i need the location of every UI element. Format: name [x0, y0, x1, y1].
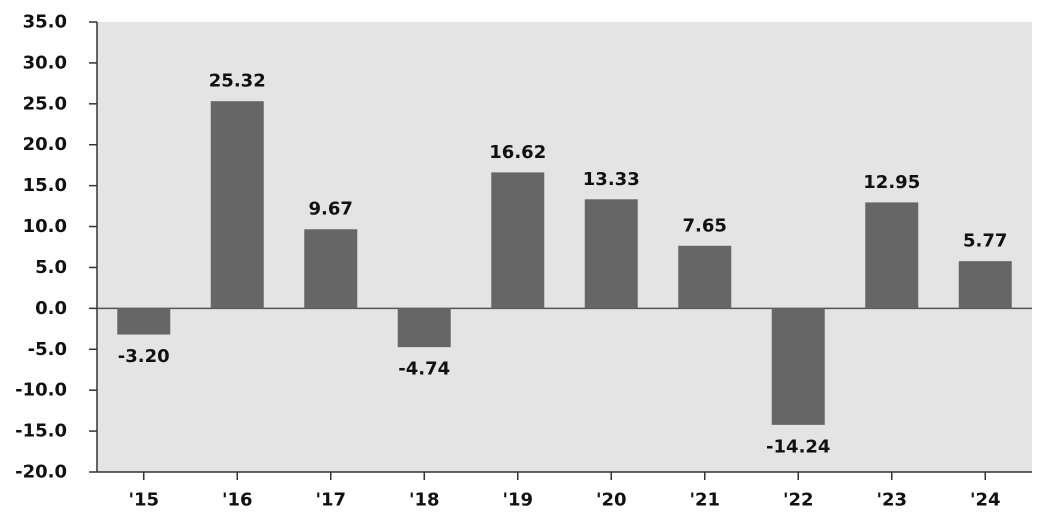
bars [117, 101, 1012, 425]
bar-value-label: 13.33 [583, 169, 640, 190]
x-tick-label: '24 [970, 490, 1001, 511]
y-tick-label: 30.0 [23, 52, 67, 73]
y-tick-label: 5.0 [35, 257, 67, 278]
bar [117, 308, 171, 335]
y-tick-label: -5.0 [28, 339, 67, 360]
x-tick-label: '23 [876, 490, 907, 511]
y-tick-label: -15.0 [15, 421, 67, 442]
bar [865, 202, 919, 309]
bar-value-label: 7.65 [683, 215, 727, 236]
bar-value-label: 5.77 [963, 231, 1007, 252]
x-tick-label: '19 [502, 490, 533, 511]
bar-value-label: -3.20 [118, 346, 170, 367]
x-tick-label: '20 [596, 490, 627, 511]
y-axis: 35.0 30.0 25.0 20.0 15.0 10.0 5.0 0.0 -5.0 -10.0 -… [15, 12, 98, 483]
bar-value-label: -14.24 [766, 436, 830, 457]
bar-value-label: 16.62 [489, 142, 546, 163]
x-tick-label: '21 [689, 490, 720, 511]
bar [678, 245, 732, 309]
x-tick-label: '22 [783, 490, 814, 511]
y-tick-label: 25.0 [23, 93, 67, 114]
x-tick-label: '16 [222, 490, 253, 511]
y-tick-label: -10.0 [15, 380, 67, 401]
bar [584, 199, 638, 309]
y-tick-label: 35.0 [23, 12, 67, 33]
x-tick-label: '15 [128, 490, 159, 511]
bar-value-label: 9.67 [309, 199, 353, 220]
bar [771, 308, 825, 425]
bar [397, 308, 451, 348]
bar [304, 229, 358, 309]
x-axis: '15 '16 '17 '18 '19 '20 '21 '22 '23 '24 [97, 307, 1032, 511]
y-tick-label: -20.0 [15, 462, 67, 483]
x-tick-label: '17 [315, 490, 346, 511]
bar [210, 101, 264, 309]
y-tick-label: 0.0 [35, 298, 67, 319]
data-labels: -3.20 25.32 9.67 -4.74 16.62 13.33 7.65 -14.24 1… [118, 71, 1008, 458]
x-tick-label: '18 [409, 490, 440, 511]
bar [491, 172, 545, 309]
y-tick-label: 20.0 [23, 134, 67, 155]
bar-value-label: 12.95 [863, 172, 920, 193]
y-tick-label: 10.0 [23, 216, 67, 237]
y-tick-label: 15.0 [23, 175, 67, 196]
bar-value-label: 25.32 [209, 71, 266, 92]
bar-value-label: -4.74 [398, 359, 450, 380]
bar [958, 261, 1012, 309]
